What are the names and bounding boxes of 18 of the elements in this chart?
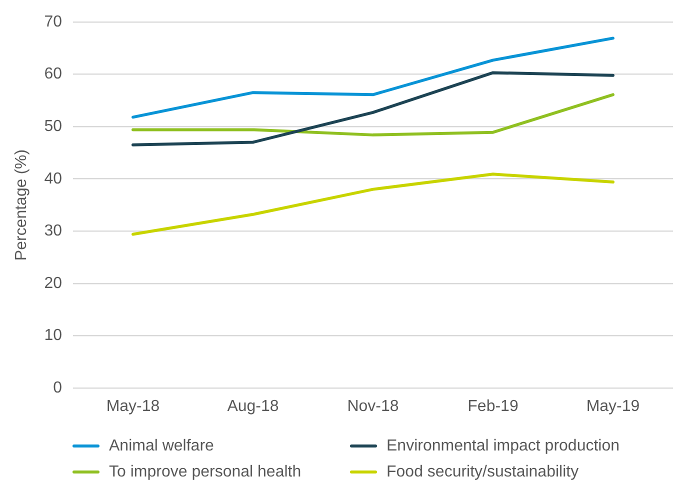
- y-tick-label: 10: [44, 327, 62, 344]
- legend-label: Animal welfare: [109, 437, 214, 454]
- legend-label: To improve personal health: [109, 463, 302, 480]
- x-tick-label: May-19: [586, 398, 640, 416]
- legend-label: Food security/sustainability: [386, 463, 579, 480]
- x-tick-label: Nov-18: [347, 398, 399, 416]
- x-tick-label: May-18: [106, 398, 160, 416]
- x-tick-label: Feb-19: [468, 398, 518, 416]
- legend-label: Environmental impact production: [386, 437, 620, 454]
- y-tick-label: 50: [44, 118, 62, 135]
- y-tick-label: 0: [53, 379, 62, 396]
- y-tick-label: 20: [44, 274, 62, 292]
- x-tick-label: Aug-18: [227, 398, 279, 416]
- y-tick-label: 30: [44, 222, 62, 240]
- y-tick-label: 60: [44, 66, 62, 83]
- y-tick-label: 40: [44, 170, 62, 188]
- y-tick-label: 70: [44, 13, 62, 30]
- y-axis-title: Percentage (%): [13, 149, 30, 261]
